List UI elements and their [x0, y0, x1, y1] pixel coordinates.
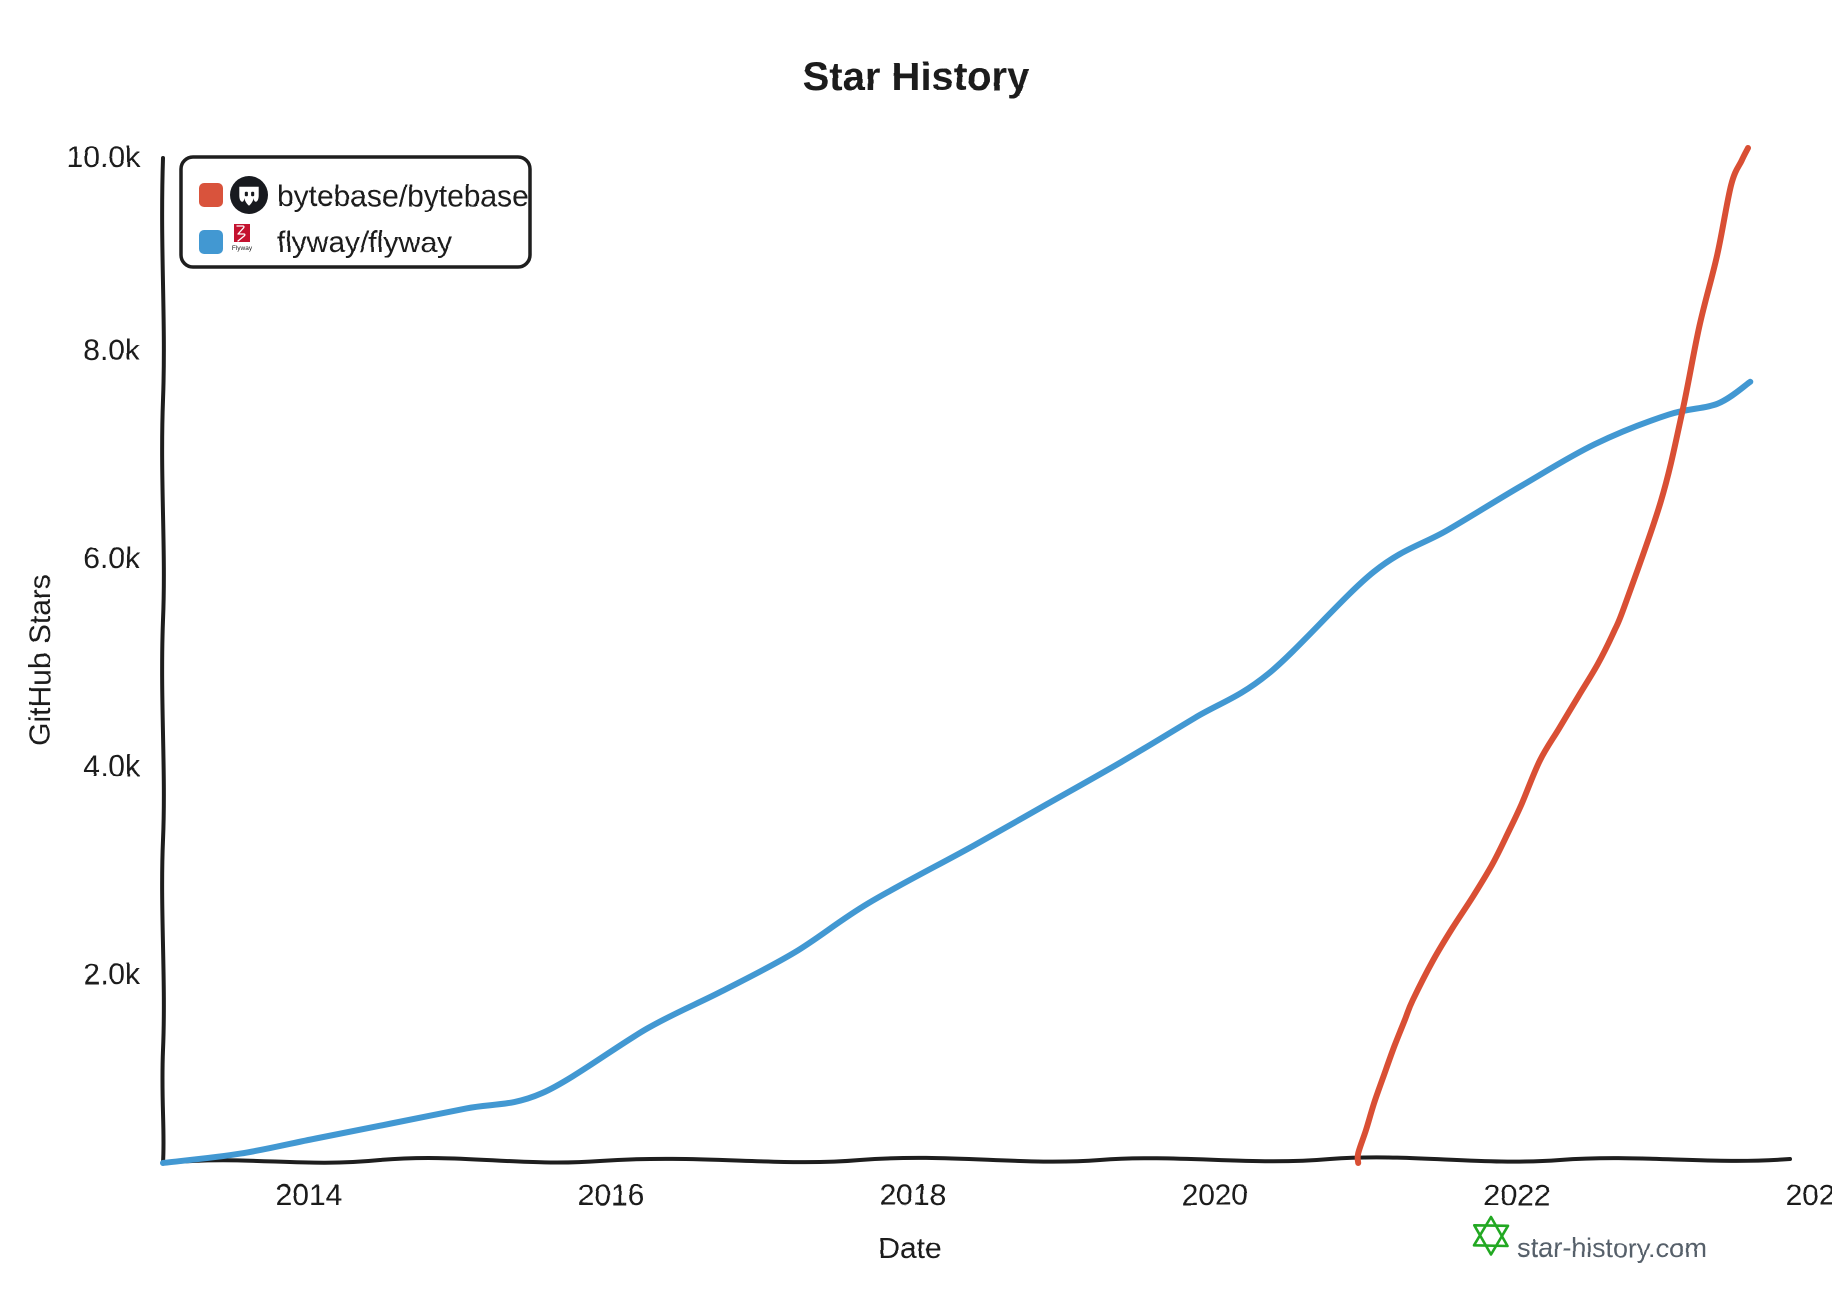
svg-text:2018: 2018 — [880, 1179, 947, 1212]
svg-text:Star History: Star History — [803, 55, 1030, 99]
svg-text:flyway/flyway: flyway/flyway — [277, 226, 452, 259]
svg-text:GitHub Stars: GitHub Stars — [24, 574, 57, 746]
svg-text:2020: 2020 — [1182, 1179, 1249, 1212]
svg-text:2024: 2024 — [1786, 1179, 1832, 1212]
svg-text:2022: 2022 — [1484, 1179, 1551, 1212]
svg-text:10.0k: 10.0k — [67, 141, 141, 174]
svg-text:4.0k: 4.0k — [83, 750, 141, 783]
svg-text:Flyway: Flyway — [232, 245, 253, 252]
svg-text:6.0k: 6.0k — [83, 542, 141, 575]
svg-text:Date: Date — [878, 1232, 941, 1265]
svg-text:star-history.com: star-history.com — [1517, 1233, 1707, 1263]
svg-text:2016: 2016 — [578, 1179, 645, 1212]
svg-text:8.0k: 8.0k — [83, 334, 141, 367]
svg-text:bytebase/bytebase: bytebase/bytebase — [277, 180, 529, 213]
svg-text:2.0k: 2.0k — [83, 958, 141, 991]
svg-text:2014: 2014 — [276, 1179, 343, 1212]
